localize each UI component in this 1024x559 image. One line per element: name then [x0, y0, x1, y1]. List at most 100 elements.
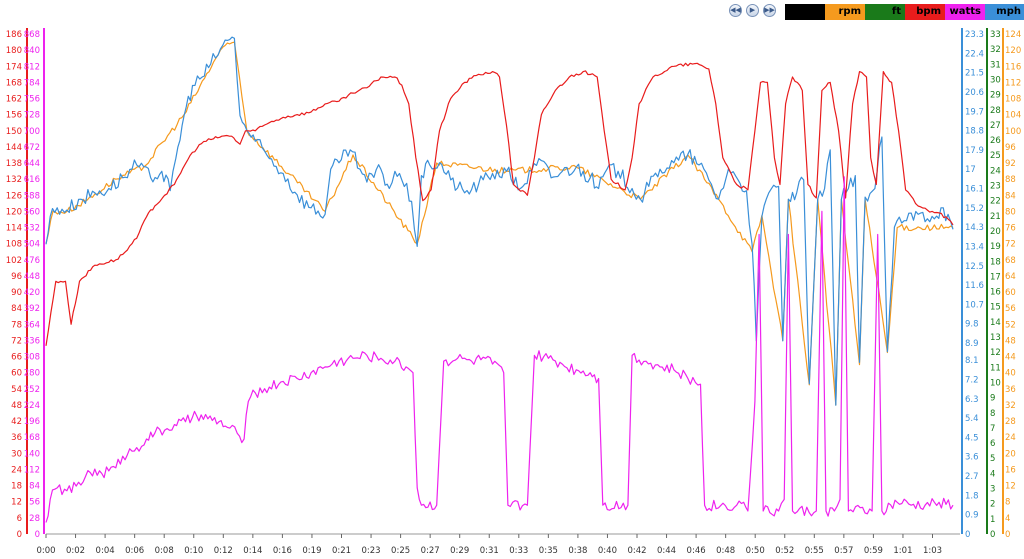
watts-tick-label: 56 [29, 498, 40, 508]
bpm-tick-label: 60 [11, 369, 22, 379]
play-icon[interactable]: ▶ [746, 4, 759, 17]
bpm-tick-label: 54 [11, 385, 22, 395]
bpm-tick-label: 120 [6, 207, 22, 217]
ft-tick-label: 20 [990, 227, 1001, 237]
watts-tick-label: 252 [24, 385, 40, 395]
mph-tick-label: 15.2 [965, 204, 984, 214]
ft-tick-label: 5 [990, 454, 995, 464]
mph-tick-label: 13.4 [965, 242, 984, 252]
watts-tick-label: 812 [24, 62, 40, 72]
watts-tick-label: 140 [24, 449, 40, 459]
watts-tick-label: 420 [24, 288, 40, 298]
mph-tick-label: 5.4 [965, 414, 979, 424]
mph-tick-label: 18.8 [965, 127, 984, 137]
bpm-tick-label: 12 [11, 498, 22, 508]
mph-tick-label: 9.8 [965, 320, 979, 330]
mph-tick-label: 0.9 [965, 511, 979, 521]
ft-tick-label: 31 [990, 60, 1001, 70]
mph-tick-label: 21.5 [965, 69, 984, 79]
ft-tick-label: 7 [990, 424, 995, 434]
bpm-tick-label: 126 [6, 191, 22, 201]
rpm-tick-label: 84 [1005, 191, 1016, 201]
legend-item-watts[interactable]: watts [945, 4, 985, 20]
legend-item-ft[interactable]: ft [865, 4, 905, 20]
bpm-tick-label: 66 [11, 353, 22, 363]
mph-tick-label: 23.3 [965, 30, 984, 40]
legend-item-rpm[interactable]: rpm [825, 4, 865, 20]
mph-tick-label: 7.2 [965, 375, 979, 385]
bpm-tick-label: 180 [6, 46, 22, 56]
watts-tick-label: 644 [24, 159, 40, 169]
watts-tick-label: 672 [24, 143, 40, 153]
bpm-tick-label: 156 [6, 111, 22, 121]
bpm-tick-label: 138 [6, 159, 22, 169]
x-tick-label: 0:19 [302, 546, 321, 556]
x-tick-label: 0:02 [66, 546, 85, 556]
legend-label: mph [996, 6, 1021, 17]
watts-tick-label: 868 [24, 30, 40, 40]
x-tick-label: 0:40 [598, 546, 617, 556]
rpm-tick-label: 8 [1005, 498, 1010, 508]
watts-tick-label: 840 [24, 46, 40, 56]
watts-tick-label: 728 [24, 111, 40, 121]
rpm-tick-label: 36 [1005, 385, 1016, 395]
x-tick-label: 0:38 [568, 546, 587, 556]
bpm-tick-label: 78 [11, 320, 22, 330]
fast-forward-icon[interactable]: ▶▶ [763, 4, 776, 17]
rpm-tick-label: 88 [1005, 175, 1016, 185]
rpm-tick-label: 96 [1005, 143, 1016, 153]
watts-tick-label: 476 [24, 256, 40, 266]
rpm-tick-label: 4 [1005, 514, 1010, 524]
legend-label: watts [949, 6, 982, 17]
mph-tick-label: 16.1 [965, 185, 984, 195]
rpm-tick-label: 12 [1005, 482, 1016, 492]
watts-tick-label: 700 [24, 127, 40, 137]
ft-tick-label: 16 [990, 288, 1001, 298]
bpm-tick-label: 30 [11, 449, 22, 459]
ft-tick-label: 14 [990, 318, 1001, 328]
x-tick-label: 0:42 [627, 546, 646, 556]
watts-tick-label: 616 [24, 175, 40, 185]
watts-tick-label: 560 [24, 207, 40, 217]
ft-tick-label: 25 [990, 151, 1001, 161]
x-tick-label: 0:29 [450, 546, 469, 556]
rewind-icon[interactable]: ◀◀ [729, 4, 742, 17]
ft-tick-label: 26 [990, 136, 1001, 146]
mph-tick-label: 11.6 [965, 281, 984, 291]
watts-tick-label: 0 [35, 530, 40, 540]
series-line-mph [45, 36, 954, 406]
mph-tick-label: 8.1 [965, 356, 979, 366]
rpm-tick-label: 44 [1005, 353, 1016, 363]
ft-tick-label: 23 [990, 182, 1001, 192]
legend-item-bpm[interactable]: bpm [905, 4, 945, 20]
watts-tick-label: 168 [24, 433, 40, 443]
bpm-tick-label: 168 [6, 78, 22, 88]
watts-tick-label: 392 [24, 304, 40, 314]
rpm-tick-label: 52 [1005, 320, 1016, 330]
watts-tick-label: 784 [24, 78, 40, 88]
mph-tick-label: 0 [965, 530, 970, 540]
rpm-tick-label: 72 [1005, 240, 1016, 250]
bpm-tick-label: 162 [6, 95, 22, 105]
rpm-tick-label: 0 [1005, 530, 1010, 540]
bpm-tick-label: 132 [6, 175, 22, 185]
ft-tick-label: 13 [990, 333, 1001, 343]
rpm-tick-label: 108 [1005, 95, 1021, 105]
x-tick-label: 0:59 [864, 546, 883, 556]
watts-tick-label: 84 [29, 482, 40, 492]
legend-item-blank[interactable] [785, 4, 825, 20]
mph-tick-label: 6.3 [965, 395, 979, 405]
mph-tick-label: 19.7 [965, 107, 984, 117]
rpm-tick-label: 92 [1005, 159, 1016, 169]
series-line-watts [45, 176, 954, 523]
ft-tick-label: 17 [990, 272, 1001, 282]
ft-tick-label: 19 [990, 242, 1001, 252]
x-tick-label: 1:03 [923, 546, 942, 556]
bpm-tick-label: 96 [11, 272, 22, 282]
ft-tick-label: 11 [990, 363, 1001, 373]
ft-tick-label: 29 [990, 91, 1001, 101]
rpm-tick-label: 120 [1005, 46, 1021, 56]
bpm-tick-label: 72 [11, 336, 22, 346]
legend-item-mph[interactable]: mph [985, 4, 1024, 20]
x-tick-label: 0:14 [243, 546, 262, 556]
